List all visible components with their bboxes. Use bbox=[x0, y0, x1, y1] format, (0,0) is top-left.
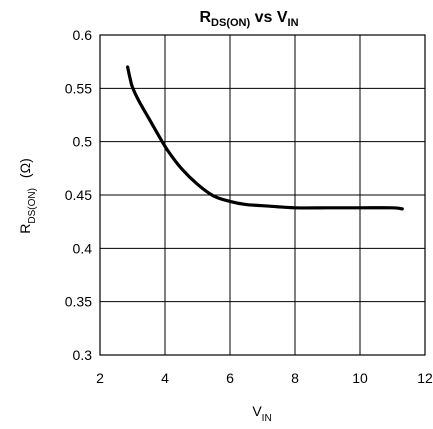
chart-title-r: R bbox=[199, 9, 211, 26]
chart-title-v-subscript: IN bbox=[288, 17, 299, 29]
plot-frame bbox=[99, 34, 426, 356]
y-axis-unit: (Ω) bbox=[17, 158, 33, 178]
x-tick-label: 4 bbox=[161, 370, 169, 386]
x-tick-label: 12 bbox=[417, 370, 433, 386]
y-axis-label-base: R bbox=[17, 224, 33, 234]
x-tick-label: 10 bbox=[352, 370, 368, 386]
x-tick-label: 6 bbox=[226, 370, 234, 386]
grid-lines bbox=[99, 34, 426, 356]
x-axis-label: VIN bbox=[252, 403, 271, 424]
y-tick-label: 0.45 bbox=[65, 187, 92, 203]
y-tick-label: 0.6 bbox=[73, 27, 93, 43]
x-tick-label: 2 bbox=[96, 370, 104, 386]
series-line bbox=[126, 65, 404, 211]
x-tick-label: 8 bbox=[291, 370, 299, 386]
y-tick-label: 0.3 bbox=[73, 347, 93, 363]
y-axis-label: RDS(ON) (Ω) bbox=[17, 158, 38, 233]
x-axis-label-base: V bbox=[252, 403, 262, 419]
y-tick-label: 0.5 bbox=[73, 134, 93, 150]
y-tick-labels: 0.3 0.35 0.4 0.45 0.5 0.55 0.6 bbox=[65, 27, 92, 363]
x-axis-label-subscript: IN bbox=[262, 413, 272, 424]
y-tick-label: 0.55 bbox=[65, 80, 92, 96]
y-tick-label: 0.4 bbox=[73, 240, 93, 256]
chart-title: RDS(ON) vs VIN bbox=[199, 9, 298, 29]
y-tick-label: 0.35 bbox=[65, 294, 92, 310]
x-tick-labels: 2 4 6 8 10 12 bbox=[96, 370, 433, 386]
chart-title-vs: vs V bbox=[250, 9, 288, 26]
chart-title-r-subscript: DS(ON) bbox=[211, 17, 250, 29]
y-axis-label-subscript: DS(ON) bbox=[27, 188, 38, 224]
